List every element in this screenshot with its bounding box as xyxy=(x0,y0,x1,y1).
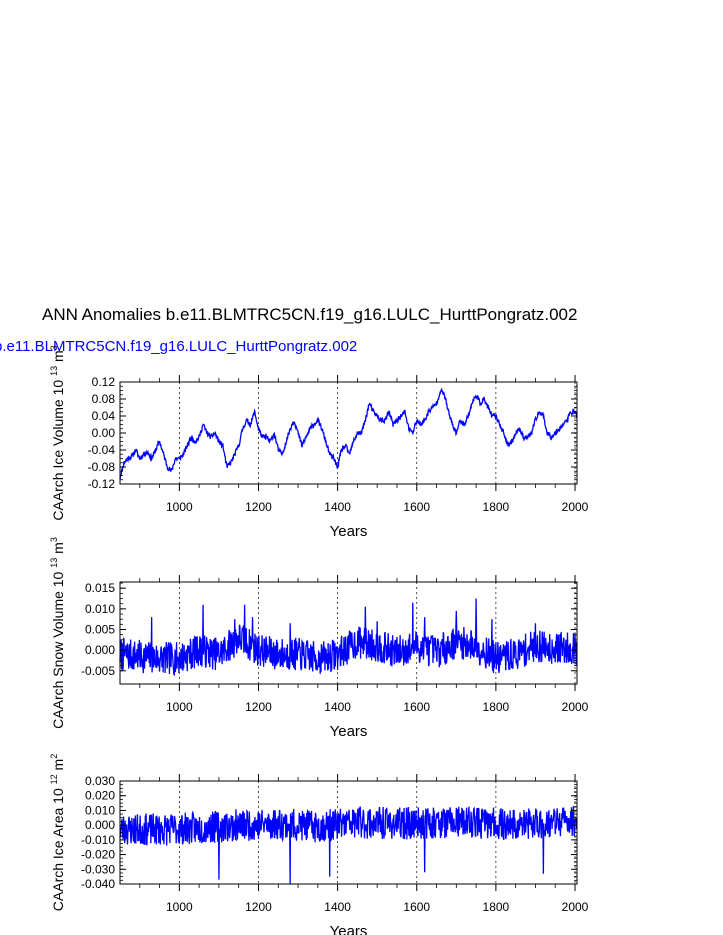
x-tick-label: 1800 xyxy=(483,700,510,714)
x-tick-label: 1400 xyxy=(324,900,351,914)
y-tick-label: -0.020 xyxy=(81,848,115,862)
x-tick-label: 1600 xyxy=(403,500,430,514)
y-tick-label: 0.015 xyxy=(85,581,115,595)
figure-title: ANN Anomalies b.e11.BLMTRC5CN.f19_g16.LU… xyxy=(42,305,578,324)
x-tick-label: 2000 xyxy=(562,700,589,714)
y-tick-label: 0.005 xyxy=(85,622,115,636)
y-tick-label: 0.00 xyxy=(92,426,116,440)
plot-frame xyxy=(119,381,578,485)
y-tick-label: 0.030 xyxy=(85,774,115,788)
x-tick-label: 1800 xyxy=(483,500,510,514)
y-tick-label: 0.010 xyxy=(85,803,115,817)
y-tick-label: -0.010 xyxy=(81,833,115,847)
series-line-1 xyxy=(119,387,578,480)
x-tick-label: 1000 xyxy=(166,700,193,714)
x-tick-label: 1400 xyxy=(324,500,351,514)
y-tick-label: -0.040 xyxy=(81,877,115,891)
y-tick-label: 0.010 xyxy=(85,602,115,616)
y-tick-label: 0.12 xyxy=(92,375,116,389)
panel-1: -0.12 -0.08 -0.04 0.00 0.04 0.08 0.12 1000 1200 1… xyxy=(49,345,589,540)
plot-frame xyxy=(119,581,578,685)
x-tick-label: 2000 xyxy=(562,500,589,514)
y-tick-label: 0.04 xyxy=(92,409,116,423)
x-axis-label: Years xyxy=(330,723,368,740)
x-tick-label: 1200 xyxy=(245,500,272,514)
x-axis-label: Years xyxy=(330,923,368,935)
y-axis-label: CAArch Ice Volume 10 13 m3 xyxy=(49,345,66,520)
x-axis-label: Years xyxy=(330,523,368,540)
y-tick-label: 0.08 xyxy=(92,392,116,406)
y-tick-label: 0.000 xyxy=(85,818,115,832)
y-tick-label: -0.12 xyxy=(88,477,116,491)
y-axis-label: CAArch Snow Volume 10 13 m3 xyxy=(49,537,66,729)
y-axis-label: CAArch Ice Area 10 12 m2 xyxy=(49,754,66,911)
x-tick-label: 1800 xyxy=(483,900,510,914)
y-tick-label: -0.030 xyxy=(81,862,115,876)
panel-3: -0.040-0.030-0.020-0.0100.0000.0100.0200… xyxy=(49,754,589,935)
figure-subtitle: b.e11.BLMTRC5CN.f19_g16.LULC_HurttPongra… xyxy=(0,338,358,355)
x-tick-label: 1200 xyxy=(245,900,272,914)
x-tick-label: 2000 xyxy=(562,900,589,914)
panel-2: -0.005 0.000 0.005 0.010 0.015 1000 1200 1400 16… xyxy=(49,537,589,740)
series-line-3 xyxy=(119,806,578,885)
x-tick-label: 1000 xyxy=(166,500,193,514)
y-tick-label: -0.04 xyxy=(88,443,116,457)
y-tick-label: -0.005 xyxy=(81,664,115,678)
series-line-2 xyxy=(119,598,578,677)
y-tick-label: 0.000 xyxy=(85,643,115,657)
x-tick-label: 1600 xyxy=(403,900,430,914)
x-tick-label: 1400 xyxy=(324,700,351,714)
x-tick-label: 1600 xyxy=(403,700,430,714)
x-tick-label: 1200 xyxy=(245,700,272,714)
y-tick-label: -0.08 xyxy=(88,460,116,474)
x-tick-label: 1000 xyxy=(166,900,193,914)
y-tick-label: 0.020 xyxy=(85,789,115,803)
